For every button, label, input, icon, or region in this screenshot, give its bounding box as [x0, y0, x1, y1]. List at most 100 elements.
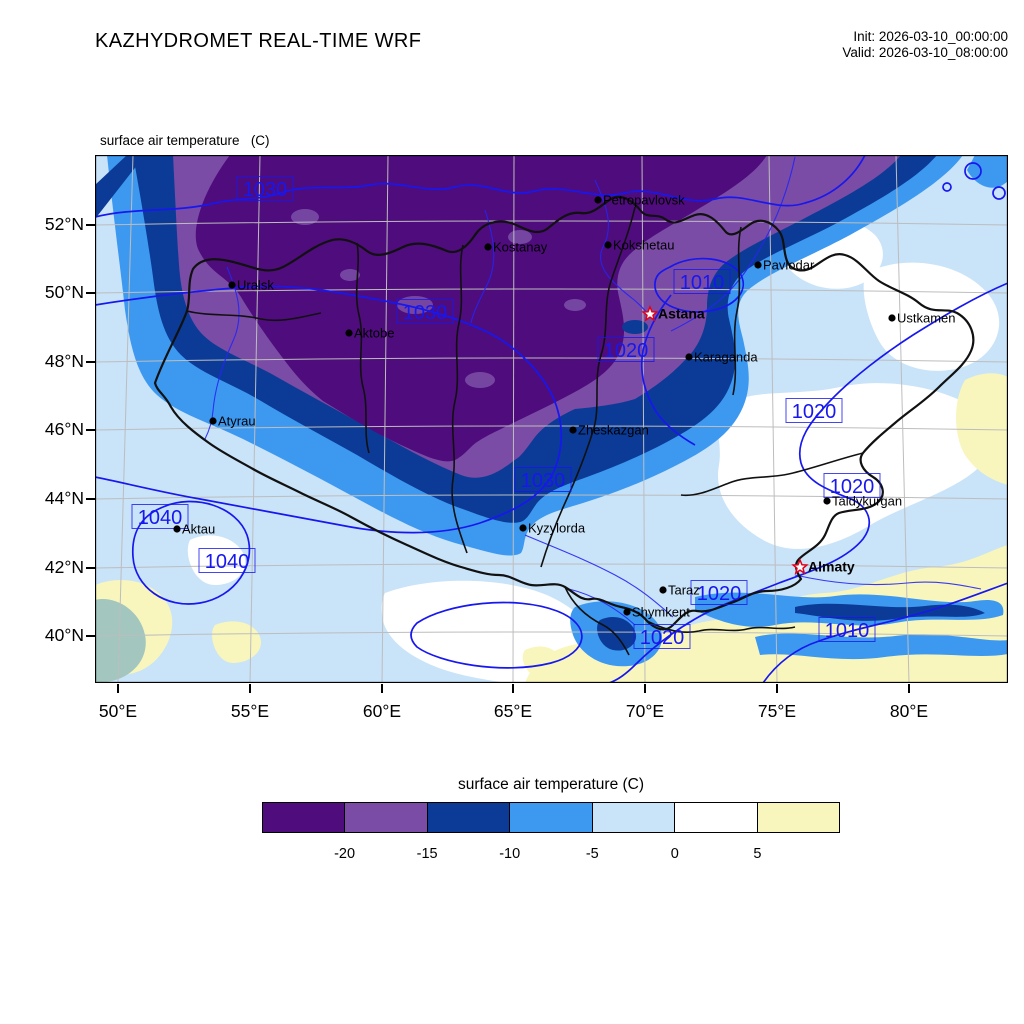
- init-time: Init: 2026-03-10_00:00:00: [853, 29, 1008, 44]
- cold-spot-astana: [622, 320, 648, 334]
- pressure-label-box: [131, 504, 189, 529]
- city-label: Shymkent: [632, 605, 690, 620]
- pressure-label-box: [396, 299, 454, 324]
- city-label: Zheskazgan: [578, 423, 649, 438]
- pressure-label-box: [818, 617, 876, 642]
- pressure-label: 1040: [131, 504, 189, 529]
- city-marker-petropavlovsk: Petropavlovsk: [594, 193, 685, 208]
- city-label: Astana: [658, 306, 705, 322]
- pressure-label-value: 1030: [403, 302, 448, 324]
- pressure-label-box: [236, 176, 294, 201]
- pressure-label: 1020: [785, 398, 843, 423]
- colorbar-title: surface air temperature (C): [457, 776, 645, 793]
- city-dot-icon: [209, 417, 217, 425]
- lon-tick-mark: [776, 684, 778, 693]
- colorbar: [262, 802, 840, 833]
- lat-tick-mark: [86, 292, 95, 294]
- city-label: Karaganda: [694, 350, 758, 365]
- map-canvas: 1030 1010 1030 1020 1020 1030 1020 1040 1040 1020…: [95, 155, 1008, 683]
- city-dot-icon: [823, 497, 831, 505]
- capital-star-icon: [791, 558, 809, 575]
- lon-tick-label: 80°E: [889, 701, 929, 721]
- lat-tick-mark: [86, 361, 95, 363]
- lat-tick-mark: [86, 429, 95, 431]
- lat-tick-mark: [86, 498, 95, 500]
- pressure-label: 1010: [673, 269, 731, 294]
- city-dot-icon: [685, 353, 693, 361]
- colorbar-tick-label: -5: [585, 846, 599, 862]
- valid-time: Valid: 2026-03-10_08:00:00: [842, 45, 1008, 60]
- lon-tick-mark: [381, 684, 383, 693]
- city-marker-ustkamen: Ustkamen: [888, 311, 956, 326]
- cities-layer: Petropavlovsk Kostanay Kokshetau Pavlodar Ur…: [173, 193, 956, 620]
- pressure-label-value: 1040: [205, 551, 250, 573]
- map-frame: [95, 155, 1008, 683]
- pressure-label-value: 1010: [825, 620, 870, 642]
- colorbar-tick-label: 0: [670, 846, 679, 862]
- pressure-label: 1020: [823, 473, 881, 498]
- city-dot-icon: [228, 281, 236, 289]
- city-label: Ustkamen: [897, 311, 956, 326]
- lat-tick-label: 46°N: [44, 419, 84, 439]
- lon-tick-label: 65°E: [493, 701, 533, 721]
- colorbar-tick-label: -10: [499, 846, 521, 862]
- pressure-label-box: [823, 473, 881, 498]
- graticule: [95, 155, 1008, 683]
- weather-map-svg: 1030 1010 1030 1020 1020 1030 1020 1040 1040 1020…: [95, 155, 1008, 683]
- city-marker-pavlodar: Pavlodar: [754, 258, 815, 273]
- city-label: Kostanay: [493, 240, 548, 255]
- lon-tick-mark: [644, 684, 646, 693]
- city-label: Aktau: [182, 522, 215, 537]
- lat-tick-label: 44°N: [44, 488, 84, 508]
- pressure-label: 1010: [818, 617, 876, 642]
- lon-tick-label: 60°E: [362, 701, 402, 721]
- pressure-label-value: 1020: [604, 340, 649, 362]
- lat-tick-label: 52°N: [44, 214, 84, 234]
- pressure-label: 1030: [236, 176, 294, 201]
- city-dot-icon: [345, 329, 353, 337]
- colorbar-cell: [592, 803, 676, 832]
- city-marker-astana: Astana: [641, 305, 705, 322]
- page-title: KAZHYDROMET REAL-TIME WRF: [95, 30, 422, 52]
- city-marker-kyzylorda: Kyzylorda: [519, 521, 586, 536]
- lon-tick-mark: [249, 684, 251, 693]
- colorbar-tick-label: -15: [416, 846, 438, 862]
- pressure-label: 1020: [690, 580, 748, 605]
- city-marker-kokshetau: Kokshetau: [604, 238, 674, 253]
- capital-star-icon: [641, 305, 659, 322]
- city-label: Uralsk: [237, 278, 274, 293]
- colorbar-cell: [757, 803, 839, 832]
- colorbar-tick-label: 5: [753, 846, 762, 862]
- pressure-label-box: [785, 398, 843, 423]
- pressure-label-box: [514, 467, 572, 492]
- lat-tick-mark: [86, 567, 95, 569]
- city-dot-icon: [604, 241, 612, 249]
- pressure-label-value: 1020: [697, 583, 742, 605]
- pressure-contours: [95, 155, 1008, 683]
- city-marker-taraz: Taraz: [659, 583, 700, 598]
- pressure-label-box: [633, 624, 691, 649]
- pressure-label-value: 1030: [521, 470, 566, 492]
- lat-tick-label: 42°N: [44, 557, 84, 577]
- temp-band-dark-purple: [195, 155, 767, 462]
- lat-tick-label: 40°N: [44, 625, 84, 645]
- colorbar-tick-label: -20: [334, 846, 356, 862]
- lat-tick-mark: [86, 224, 95, 226]
- city-label: Almaty: [808, 559, 855, 575]
- city-marker-aktobe: Aktobe: [345, 326, 394, 341]
- city-dot-icon: [484, 243, 492, 251]
- city-label: Petropavlovsk: [603, 193, 685, 208]
- pressure-label-box: [597, 337, 655, 362]
- city-marker-uralsk: Uralsk: [228, 278, 274, 293]
- pressure-label-value: 1020: [640, 627, 685, 649]
- city-marker-atyrau: Atyrau: [209, 414, 256, 429]
- lat-tick-mark: [86, 635, 95, 637]
- lon-tick-mark: [512, 684, 514, 693]
- lon-tick-mark: [908, 684, 910, 693]
- city-dot-icon: [519, 524, 527, 532]
- pressure-label-value: 1010: [680, 272, 725, 294]
- pressure-label: 1020: [597, 337, 655, 362]
- city-dot-icon: [754, 261, 762, 269]
- temp-texture-speckles: [291, 209, 586, 388]
- city-label: Aktobe: [354, 326, 394, 341]
